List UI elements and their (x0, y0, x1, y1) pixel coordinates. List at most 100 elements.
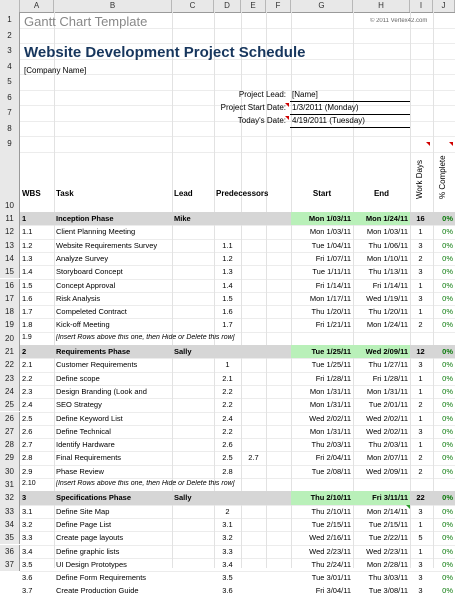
task-start[interactable]: Fri 1/28/11 (315, 373, 351, 383)
row-header[interactable]: 13 (0, 238, 20, 252)
task-wbs[interactable]: 2.9 (22, 466, 33, 476)
row-header[interactable]: 37 (0, 557, 20, 572)
row-header[interactable]: 21 (0, 345, 20, 359)
task-end[interactable]: Mon 2/14/11 (366, 506, 408, 516)
task-wbs[interactable]: 1.7 (22, 307, 33, 317)
task-end[interactable]: Mon 1/10/11 (366, 253, 408, 263)
task-work-days[interactable]: 1 (418, 546, 423, 556)
task-work-days[interactable]: 16 (416, 214, 425, 223)
row-header[interactable]: 33 (0, 504, 20, 518)
task-name[interactable]: Define Keyword List (56, 413, 123, 423)
task-start[interactable]: Thu 2/10/11 (311, 506, 351, 516)
task-wbs[interactable]: 3.4 (22, 546, 33, 556)
task-wbs[interactable]: 2.10 (22, 480, 36, 487)
task-work-days[interactable]: 1 (418, 386, 423, 396)
column-header-d[interactable]: D (214, 0, 241, 12)
task-name[interactable]: Phase Review (56, 466, 104, 476)
task-wbs[interactable]: 3.1 (22, 506, 33, 516)
task-predecessor[interactable]: 2.5 (222, 453, 233, 463)
column-header-g[interactable]: G (291, 0, 353, 12)
task-wbs[interactable]: 3.3 (22, 533, 33, 543)
task-end[interactable]: Wed 2/09/11 (365, 347, 408, 356)
row-header[interactable]: 14 (0, 251, 20, 266)
task-pct-complete[interactable]: 0% (442, 400, 453, 410)
task-start[interactable]: Fri 1/21/11 (315, 320, 351, 330)
task-pct-complete[interactable]: 0% (442, 347, 453, 356)
task-start[interactable]: Tue 1/25/11 (311, 347, 351, 356)
row-header[interactable]: 9 (0, 136, 20, 152)
column-header-e[interactable]: E (241, 0, 266, 12)
row-header[interactable]: 8 (0, 120, 20, 136)
row-header[interactable]: 24 (0, 384, 20, 399)
task-pct-complete[interactable]: 0% (442, 293, 453, 303)
task-pct-complete[interactable]: 0% (442, 573, 453, 583)
task-name[interactable]: Define Site Map (56, 506, 110, 516)
task-name[interactable]: Create page layouts (56, 533, 124, 543)
task-name[interactable]: Compeleted Contract (56, 307, 127, 317)
task-predecessor[interactable]: 1.5 (222, 293, 233, 303)
task-wbs[interactable]: 1.4 (22, 267, 33, 277)
task-end[interactable]: Tue 2/15/11 (368, 519, 408, 529)
row-header[interactable]: 4 (0, 58, 20, 74)
row-header[interactable]: 19 (0, 318, 20, 332)
row-header[interactable]: 28 (0, 438, 20, 452)
task-work-days[interactable]: 3 (418, 506, 423, 516)
todays-date-field[interactable]: 4/19/2011 (Tuesday) (290, 116, 410, 128)
task-predecessor[interactable]: 2.1 (222, 373, 233, 383)
row-header[interactable]: 31 (0, 478, 20, 492)
task-name[interactable]: [Insert Rows above this one, then Hide o… (56, 333, 235, 341)
row-header[interactable]: 22 (0, 358, 20, 372)
task-pct-complete[interactable]: 0% (442, 466, 453, 476)
task-wbs[interactable]: 2.6 (22, 426, 33, 436)
task-predecessor[interactable]: 2.4 (222, 413, 233, 423)
task-wbs[interactable]: 3.5 (22, 559, 33, 569)
todays-date-value[interactable]: 4/19/2011 (Tuesday) (292, 116, 365, 125)
row-header[interactable]: 6 (0, 89, 20, 105)
task-wbs[interactable]: 1.6 (22, 293, 33, 303)
task-work-days[interactable]: 3 (418, 293, 423, 303)
task-pct-complete[interactable]: 0% (442, 559, 453, 569)
task-pct-complete[interactable]: 0% (442, 253, 453, 263)
task-name[interactable]: [Insert Rows above this one, then Hide o… (56, 480, 235, 487)
task-start[interactable]: Fri 1/14/11 (315, 280, 351, 290)
task-work-days[interactable]: 1 (418, 307, 423, 317)
task-end[interactable]: Mon 2/07/11 (366, 453, 408, 463)
row-header[interactable]: 26 (0, 411, 20, 425)
task-start[interactable]: Fri 1/07/11 (315, 253, 351, 263)
task-start[interactable]: Mon 1/31/11 (309, 400, 351, 410)
company-name[interactable]: [Company Name] (24, 66, 87, 75)
task-end[interactable]: Thu 2/03/11 (368, 440, 408, 450)
task-wbs[interactable]: 2.1 (22, 360, 33, 370)
column-header-c[interactable]: C (172, 0, 214, 12)
task-wbs[interactable]: 3 (22, 493, 27, 503)
task-name[interactable]: Website Requirements Survey (56, 240, 158, 250)
task-pct-complete[interactable]: 0% (442, 240, 453, 250)
task-name[interactable]: UI Design Prototypes (56, 559, 127, 569)
task-pct-complete[interactable]: 0% (442, 586, 453, 595)
task-start[interactable]: Fri 3/04/11 (315, 586, 351, 595)
task-end[interactable]: Fri 1/28/11 (372, 373, 408, 383)
task-lead[interactable]: Sally (174, 347, 192, 356)
task-end[interactable]: Thu 3/03/11 (368, 573, 408, 583)
task-pct-complete[interactable]: 0% (442, 453, 453, 463)
task-predecessor[interactable]: 1.7 (222, 320, 233, 330)
task-wbs[interactable]: 2.5 (22, 413, 33, 423)
task-end[interactable]: Mon 1/24/11 (365, 214, 408, 223)
task-wbs[interactable]: 1.3 (22, 253, 33, 263)
task-pct-complete[interactable]: 0% (442, 373, 453, 383)
task-wbs[interactable]: 3.2 (22, 519, 33, 529)
task-predecessor[interactable]: 1.2 (222, 253, 233, 263)
task-end[interactable]: Mon 1/03/11 (366, 227, 408, 237)
task-start[interactable]: Tue 1/25/11 (311, 360, 351, 370)
task-end[interactable]: Tue 3/08/11 (368, 586, 408, 595)
task-name[interactable]: Define scope (56, 373, 100, 383)
task-start[interactable]: Tue 1/11/11 (312, 267, 351, 277)
task-predecessor[interactable]: 1.4 (222, 280, 233, 290)
task-predecessor[interactable]: 1.1 (222, 240, 233, 250)
row-header[interactable]: 16 (0, 278, 20, 292)
task-pct-complete[interactable]: 0% (442, 307, 453, 317)
task-work-days[interactable]: 2 (418, 253, 423, 263)
task-start[interactable]: Wed 2/02/11 (309, 413, 351, 423)
task-start[interactable]: Thu 1/20/11 (311, 307, 351, 317)
task-start[interactable]: Mon 1/31/11 (309, 426, 351, 436)
